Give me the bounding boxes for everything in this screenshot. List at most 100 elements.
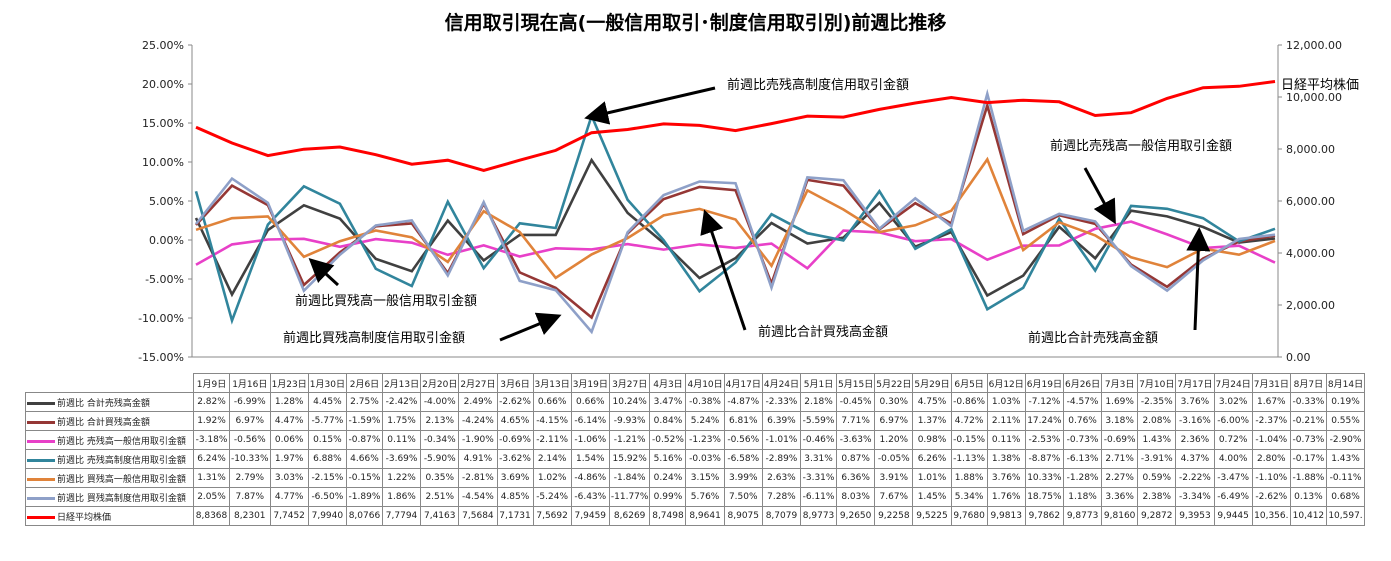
table-value-cell: -3.18% <box>193 430 230 450</box>
table-value-cell: 4.47% <box>269 411 309 431</box>
table-value-cell: 4.45% <box>307 392 347 412</box>
y-left-tick-label: 15.00% <box>142 117 184 130</box>
table-value-cell: 0.59% <box>1137 468 1177 488</box>
annotation-arrow <box>700 209 747 331</box>
table-value-cell: 2.79% <box>229 468 271 488</box>
table-date-header: 2月6日 <box>345 373 383 393</box>
legend-swatch <box>27 477 55 481</box>
data-table: 1月9日 1月16日 1月23日 1月30日 2月6日 2月13日 2月20日 2月27日 3月… <box>25 373 1366 526</box>
table-value-cell: 9,9445 <box>1213 506 1253 526</box>
table-value-cell: 3.47% <box>649 392 687 412</box>
y-right-tick-label: 0.00 <box>1286 351 1311 364</box>
table-value-cell: 1.38% <box>986 449 1026 469</box>
table-corner <box>25 373 194 393</box>
table-value-cell: 6.26% <box>912 449 952 469</box>
table-value-cell: 8,9075 <box>723 506 763 526</box>
legend-swatch <box>27 439 55 443</box>
table-value-cell: 3.99% <box>723 468 763 488</box>
table-value-cell: 2.49% <box>458 392 498 412</box>
table-date-header: 1月30日 <box>307 373 347 393</box>
table-value-cell: 7,4163 <box>420 506 460 526</box>
table-value-cell: 1.88% <box>950 468 988 488</box>
table-value-cell: 9,7680 <box>950 506 988 526</box>
table-value-cell: 1.20% <box>874 430 914 450</box>
table-value-cell: -0.86% <box>950 392 988 412</box>
table-value-cell: 1.76% <box>986 487 1026 507</box>
legend-swatch <box>27 458 55 462</box>
table-value-cell: 1.02% <box>532 468 572 488</box>
table-value-cell: -2.53% <box>1024 430 1064 450</box>
table-value-cell: 9,3953 <box>1175 506 1215 526</box>
table-date-header: 6月5日 <box>950 373 988 393</box>
annotation-arrow <box>1186 227 1211 331</box>
table-value-cell: -6.00% <box>1213 411 1253 431</box>
table-row: 前週比 売残高制度信用取引金額 6.24% -10.33% 1.97% 6.88% 4.6… <box>25 449 1366 469</box>
table-value-cell: 8,6269 <box>608 506 651 526</box>
legend-swatch <box>27 401 55 405</box>
table-date-header: 7月17日 <box>1175 373 1215 393</box>
table-value-cell: 4.91% <box>458 449 498 469</box>
table-value-cell: 0.98% <box>912 430 952 450</box>
table-value-cell: 7,9459 <box>570 506 610 526</box>
table-value-cell: 1.92% <box>193 411 230 431</box>
table-value-cell: 10.24% <box>608 392 651 412</box>
table-value-cell: 4.77% <box>269 487 309 507</box>
table-value-cell: 9,5225 <box>912 506 952 526</box>
table-value-cell: 3.76% <box>1175 392 1215 412</box>
y-left-tick-label: 20.00% <box>142 78 184 91</box>
table-value-cell: -0.21% <box>1289 411 1327 431</box>
table-value-cell: 9,2258 <box>874 506 914 526</box>
table-value-cell: -6.50% <box>307 487 347 507</box>
table-date-header: 7月31日 <box>1251 373 1291 393</box>
table-value-cell: 17.24% <box>1024 411 1064 431</box>
table-value-cell: -2.62% <box>496 392 534 412</box>
table-value-cell: -2.62% <box>1251 487 1291 507</box>
table-value-cell: -0.03% <box>685 449 725 469</box>
table-value-cell: 10,356. <box>1251 506 1291 526</box>
annotation-label: 前週比合計売残高金額 <box>1028 330 1158 346</box>
table-value-cell: 8,7498 <box>649 506 687 526</box>
table-date-header: 3月19日 <box>570 373 610 393</box>
table-value-cell: -2.15% <box>307 468 347 488</box>
table-value-cell: 2.51% <box>420 487 460 507</box>
table-value-cell: -6.14% <box>570 411 610 431</box>
table-value-cell: -5.24% <box>532 487 572 507</box>
table-value-cell: -4.15% <box>532 411 572 431</box>
table-value-cell: 7.71% <box>836 411 876 431</box>
legend-cell: 前週比 買残高制度信用取引金額 <box>25 487 194 507</box>
table-date-header: 5月22日 <box>874 373 914 393</box>
table-value-cell: 0.11% <box>986 430 1026 450</box>
table-value-cell: -1.04% <box>1251 430 1291 450</box>
annotation-label: 前週比買残高一般信用取引金額 <box>295 293 477 309</box>
table-value-cell: 1.43% <box>1137 430 1177 450</box>
table-value-cell: 0.35% <box>420 468 460 488</box>
table-value-cell: 3.91% <box>874 468 914 488</box>
table-value-cell: 1.31% <box>193 468 230 488</box>
table-value-cell: -1.28% <box>1062 468 1103 488</box>
table-value-cell: 0.19% <box>1325 392 1366 412</box>
table-row: 前週比 合計売残高金額 2.82% -6.99% 1.28% 4.45% 2.75% -2.… <box>25 392 1366 412</box>
table-value-cell: 10.33% <box>1024 468 1064 488</box>
table-value-cell: 8,8368 <box>193 506 230 526</box>
table-value-cell: 4.75% <box>912 392 952 412</box>
table-value-cell: 1.18% <box>1062 487 1103 507</box>
table-value-cell: -1.13% <box>950 449 988 469</box>
legend-label: 前週比 売残高一般信用取引金額 <box>57 436 186 447</box>
table-value-cell: -3.62% <box>496 449 534 469</box>
table-value-cell: -0.73% <box>1289 430 1327 450</box>
table-value-cell: 1.69% <box>1101 392 1139 412</box>
table-value-cell: 7,1731 <box>496 506 534 526</box>
table-value-cell: 6.97% <box>874 411 914 431</box>
table-value-cell: 8,9641 <box>685 506 725 526</box>
annotation-label: 前週比売残高制度信用取引金額 <box>727 77 909 93</box>
table-value-cell: 0.87% <box>836 449 876 469</box>
table-value-cell: 0.76% <box>1062 411 1103 431</box>
y-left-tick-label: -5.00% <box>145 273 184 286</box>
annotation-arrow <box>1083 167 1116 225</box>
table-value-cell: -2.90% <box>1325 430 1366 450</box>
table-value-cell: 10,412 <box>1289 506 1327 526</box>
table-value-cell: 9,9813 <box>986 506 1026 526</box>
y-left-tick-label: -15.00% <box>138 351 184 364</box>
y-left-tick-label: -10.00% <box>138 312 184 325</box>
table-value-cell: 0.11% <box>381 430 422 450</box>
